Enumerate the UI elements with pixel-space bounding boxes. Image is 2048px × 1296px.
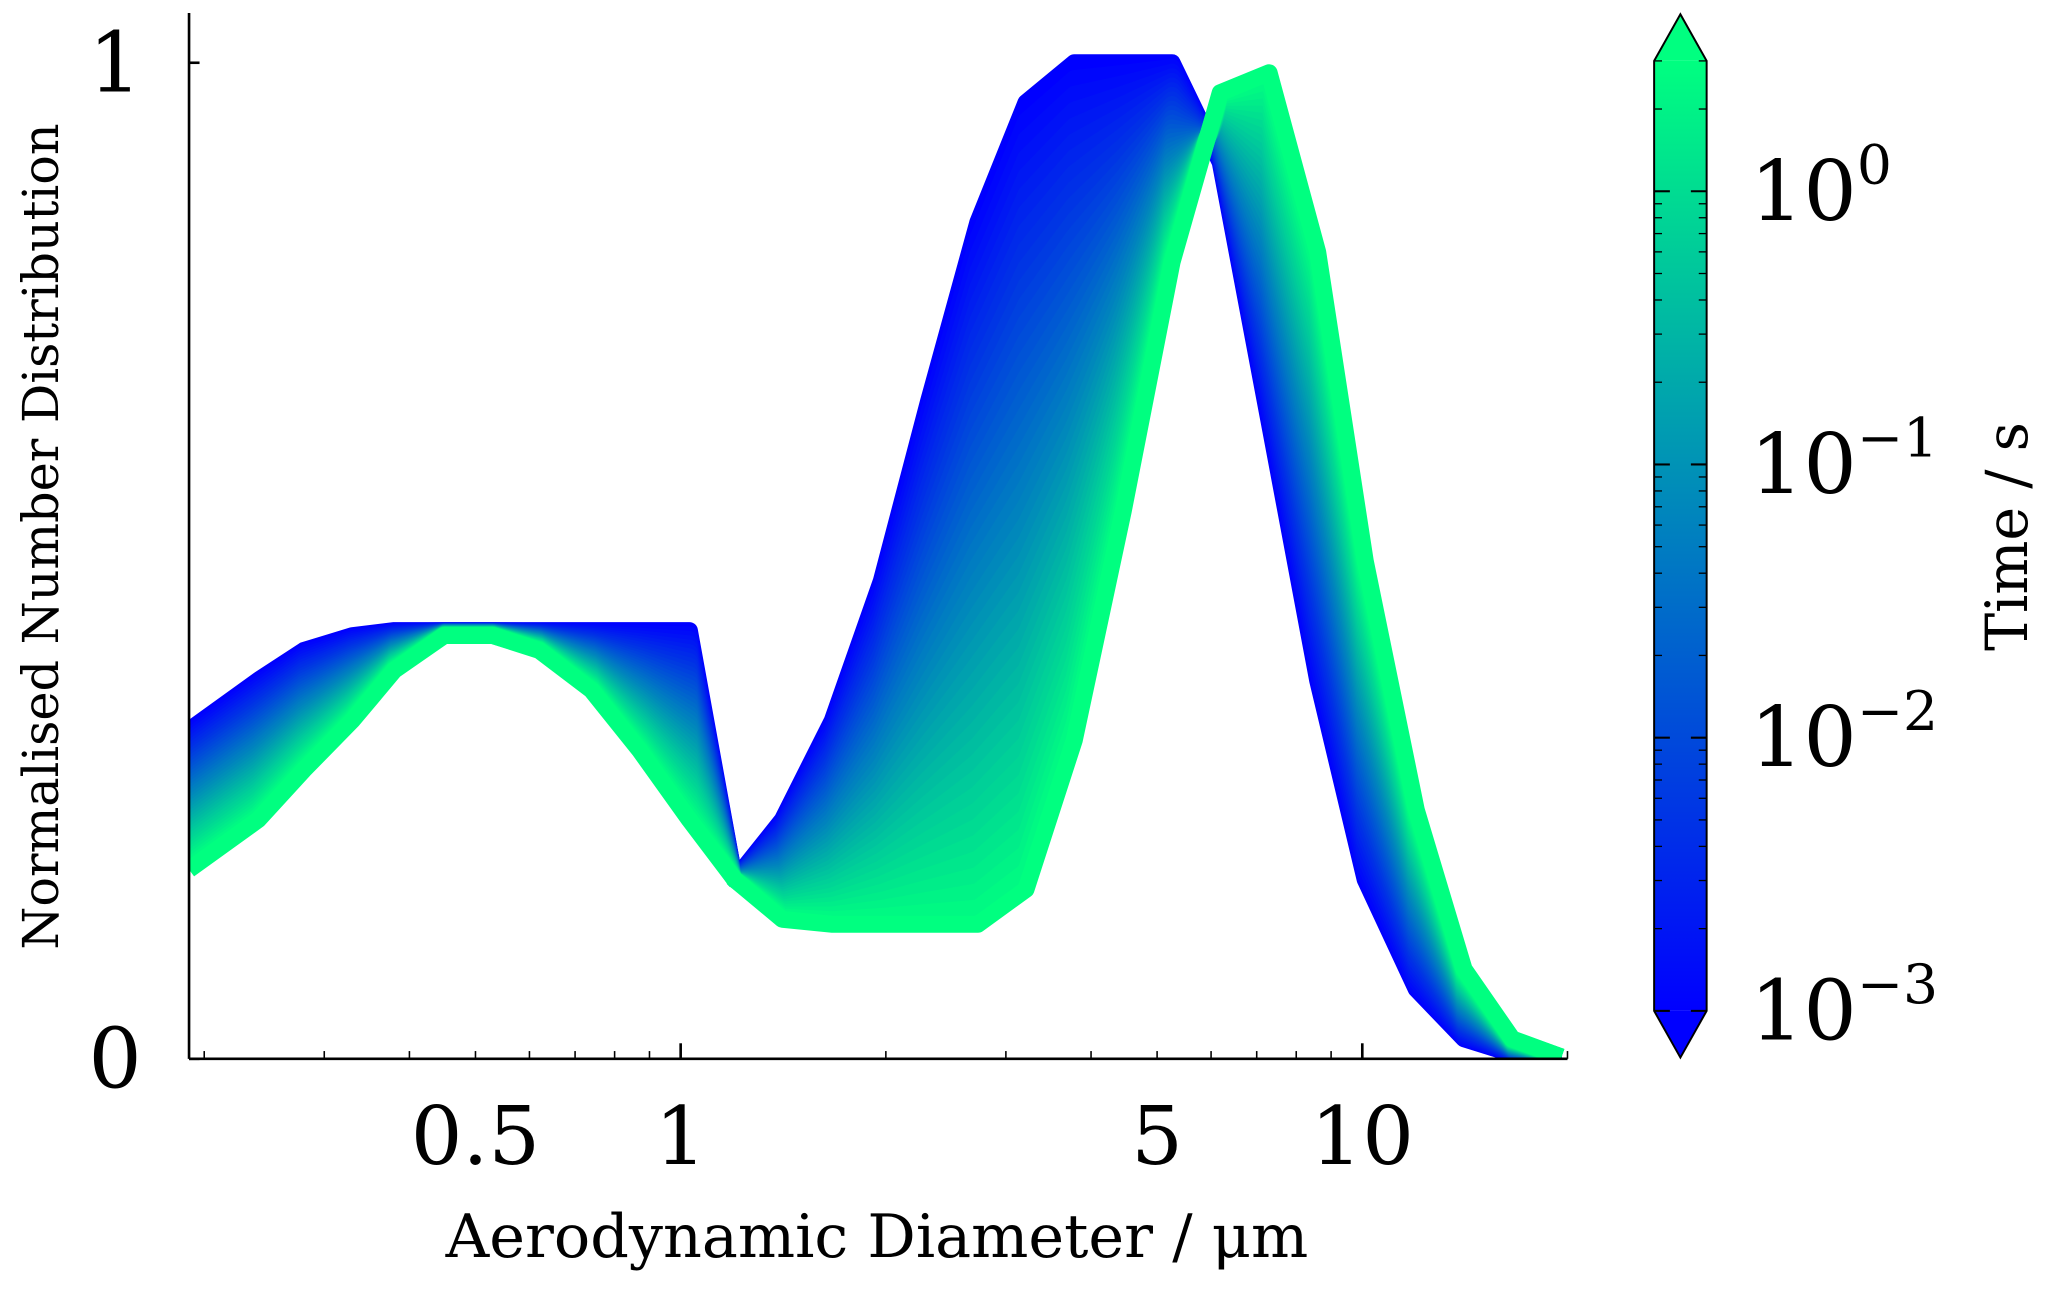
x-tick-label: 1 <box>655 1090 707 1183</box>
y-axis-ticks: 01 <box>88 15 200 1107</box>
axes <box>187 12 1568 1061</box>
colorbar-tick-label: 10−2 <box>1750 679 1938 786</box>
plot-area <box>189 54 1565 1059</box>
x-axis-label: Aerodynamic Diameter / μm <box>445 1202 1309 1272</box>
colorbar-tick-label: 10−3 <box>1750 952 1938 1059</box>
x-tick-label: 5 <box>1131 1090 1183 1183</box>
colorbar-extend-top <box>1654 14 1707 61</box>
colorbar-extend-bottom <box>1654 1010 1707 1058</box>
series-line-43 <box>189 64 1565 1059</box>
colorbar-tick-label: 10−1 <box>1750 406 1938 513</box>
colorbar-gradient-bar <box>1654 60 1707 1011</box>
y-axis-label: Normalised Number Distribution <box>11 123 69 949</box>
y-tick-label: 1 <box>88 15 141 111</box>
y-tick-label: 0 <box>88 1011 141 1107</box>
colorbar: 10−3 10−2 10−1 100 <box>1653 12 1938 1060</box>
x-tick-label: 0.5 <box>411 1090 540 1183</box>
x-tick-label: 10 <box>1311 1090 1415 1183</box>
colorbar-tick-label: 100 <box>1750 133 1892 240</box>
colorbar-label: Time / s <box>1974 422 2041 651</box>
x-axis-ticks: 0.5 1 5 10 <box>203 1043 1569 1184</box>
